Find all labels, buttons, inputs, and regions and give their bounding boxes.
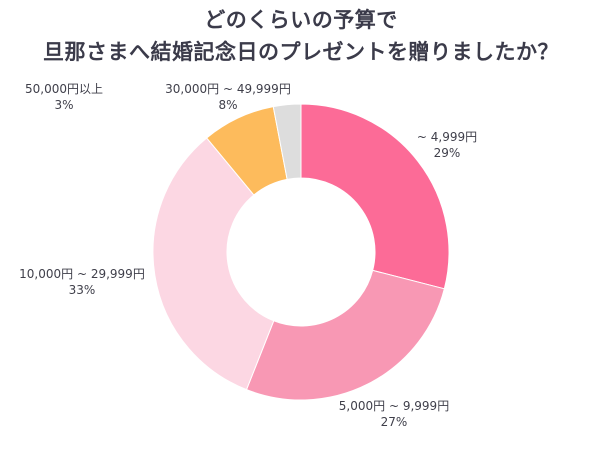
slice-label-3: 10,000円 ~ 29,999円 xyxy=(19,267,145,281)
chart-title-line-1: どのくらいの予算で xyxy=(204,8,398,32)
slice-label-4: 30,000円 ~ 49,999円 xyxy=(165,82,291,96)
chart-title-line-2: 旦那さまへ結婚記念日のプレゼントを贈りましたか？ xyxy=(43,40,559,64)
slice-value-2: 27% xyxy=(381,415,408,429)
slice-5 xyxy=(272,103,302,180)
slice-3 xyxy=(152,137,275,391)
slice-value-3: 33% xyxy=(69,283,96,297)
slice-label-1: ~ 4,999円 xyxy=(417,130,477,144)
slice-value-1: 29% xyxy=(434,146,461,160)
slice-label-2: 5,000円 ~ 9,999円 xyxy=(339,399,449,413)
slice-1 xyxy=(300,103,450,290)
slice-2 xyxy=(245,269,445,401)
slice-label-5: 50,000円以上 xyxy=(25,82,103,96)
slice-value-4: 8% xyxy=(218,98,237,112)
slice-value-5: 3% xyxy=(54,98,73,112)
